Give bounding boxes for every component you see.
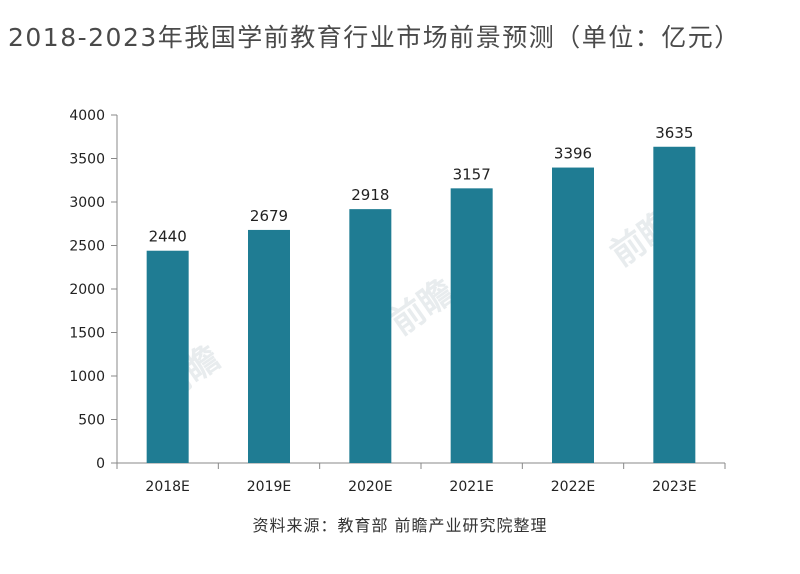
bar (349, 209, 392, 463)
x-tick-label: 2019E (247, 479, 291, 495)
data-labels: 2440 2679 2918 3157 3396 3635 (149, 124, 694, 246)
y-tick-label: 500 (78, 413, 105, 429)
bar-value-label: 3157 (453, 165, 491, 183)
bar (248, 229, 290, 463)
y-tick-label: 2000 (69, 282, 105, 298)
bar (653, 146, 696, 463)
x-tick-label: 2021E (449, 479, 493, 495)
bar-value-label: 2918 (351, 186, 389, 204)
x-tick-label: 2020E (348, 479, 392, 495)
bar (146, 250, 189, 463)
y-tick-label: 1500 (69, 326, 105, 342)
bar-value-label: 2679 (250, 207, 288, 225)
x-axis: 2018E 2019E 2020E 2021E 2022E 2023E (116, 462, 726, 495)
source-note: 资料来源：教育部 前瞻产业研究院整理 (252, 516, 548, 535)
y-tick-label: 3500 (69, 152, 105, 168)
chart-title: 2018-2023年我国学前教育行业市场前景预测（单位：亿元） (8, 23, 741, 52)
y-tick-label: 1000 (69, 369, 105, 385)
bar-series (146, 146, 696, 463)
x-tick-label: 2022E (551, 479, 595, 495)
x-tick-label: 2018E (145, 479, 189, 495)
y-tick-label: 4000 (69, 108, 105, 124)
bar-value-label: 2440 (149, 228, 187, 246)
bar (450, 188, 493, 463)
bar (552, 167, 594, 463)
bar-value-label: 3396 (554, 145, 592, 163)
y-tick-label: 0 (96, 456, 105, 472)
watermark-layer: 前瞻 前瞻 前瞻 (149, 203, 682, 410)
x-tick-label: 2023E (652, 479, 696, 495)
y-tick-label: 2500 (69, 239, 105, 255)
bar-value-label: 3635 (655, 124, 693, 142)
y-tick-label: 3000 (69, 195, 105, 211)
y-axis: 0 500 1000 1500 2000 2500 3000 3500 4000 (69, 108, 118, 472)
watermark-logo: 前瞻 (383, 272, 462, 344)
